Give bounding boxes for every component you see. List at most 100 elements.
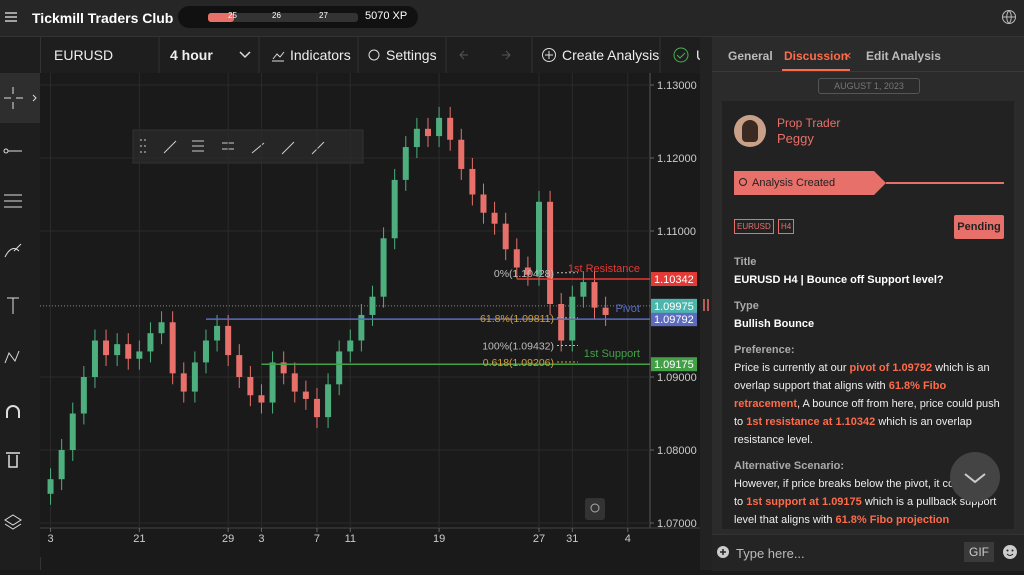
candle-body — [225, 325, 232, 356]
candle-body — [247, 377, 254, 396]
candle-body — [302, 391, 309, 399]
candle-body — [491, 212, 498, 224]
indicators-button[interactable]: Indicators — [290, 47, 351, 63]
candle-body — [114, 344, 121, 356]
fib-label: 100%(1.09432) — [482, 340, 554, 352]
y-tick-label: 1.09000 — [657, 372, 697, 384]
candle-body — [325, 384, 332, 418]
close-tab[interactable]: × — [844, 48, 852, 63]
text-segment: , A bounce off from here, price could pu… — [734, 398, 1000, 428]
level-name: 1st Resistance — [568, 263, 640, 275]
field-value: Bullish Bounce — [734, 318, 815, 330]
splitter[interactable] — [700, 37, 712, 570]
price-badge-label: 1.09175 — [654, 359, 694, 371]
level: 26 — [272, 11, 281, 20]
tag: H4 — [778, 219, 795, 234]
candle-body — [558, 304, 565, 341]
date-chip: AUGUST 1, 2023 — [818, 78, 920, 94]
avatar — [734, 115, 766, 147]
candle-body — [191, 362, 198, 392]
fib-label: 0.618(1.09206) — [483, 357, 554, 369]
price-badge — [651, 272, 697, 287]
candle-body — [347, 340, 354, 352]
x-tick-label: 11 — [345, 533, 356, 545]
app-title: Tickmill Traders Club — [32, 10, 174, 26]
candle-body — [591, 282, 598, 308]
candle-body — [80, 377, 87, 414]
text-segment: which is an overlap support that aligns … — [734, 362, 990, 392]
highlight: pivot of 1.09792 — [849, 362, 933, 374]
menu-icon[interactable] — [4, 10, 18, 24]
candle-body — [380, 238, 387, 297]
symbol[interactable]: EURUSD — [54, 47, 114, 63]
tab-active[interactable]: Discussion — [784, 49, 849, 63]
highlight: 61.8% Fibo projection — [835, 514, 950, 526]
price-badge — [651, 298, 697, 313]
candle-body — [258, 395, 265, 403]
field-value: EURUSD H4 | Bounce off Support level? — [734, 274, 944, 286]
user-role: Prop Trader — [777, 116, 841, 130]
candle-body — [125, 344, 132, 359]
side-panel: General Discussion × Edit Analysis AUGUS… — [712, 37, 1024, 571]
gif-button[interactable]: GIF — [964, 542, 994, 562]
candle-body — [391, 179, 398, 239]
y-tick-label: 1.13000 — [657, 80, 697, 92]
top-bar: Tickmill Traders Club 25 26 27 5070 XP — [0, 0, 1024, 37]
timeframe[interactable]: 4 hour — [170, 47, 213, 63]
tool-sidebar — [0, 37, 41, 570]
candle-body — [58, 450, 65, 480]
section-label: Preference: — [734, 344, 795, 356]
section-text: However, if price breaks below the pivot… — [734, 475, 1004, 529]
candle-body — [469, 168, 476, 195]
candle-body — [214, 325, 221, 341]
candle-body — [91, 340, 98, 377]
globe-icon[interactable] — [1001, 9, 1017, 25]
user-name: Peggy — [777, 131, 814, 146]
create-analysis-button[interactable]: Create Analysis — [562, 47, 660, 63]
hint-button[interactable] — [585, 498, 605, 520]
x-tick-label: 3 — [47, 533, 53, 545]
event-label: Analysis Created — [752, 177, 836, 189]
candle-body — [236, 355, 243, 377]
candle-body — [358, 314, 365, 341]
y-tick-label: 1.07000 — [657, 518, 697, 530]
status: Pending — [954, 215, 1004, 239]
price-badge-label: 1.09792 — [654, 314, 694, 326]
highlight: 1st resistance at 1.10342 — [746, 416, 876, 428]
tab[interactable]: Edit Analysis — [866, 49, 941, 63]
candle-body — [513, 249, 520, 268]
x-tick-label: 3 — [258, 533, 264, 545]
chat-input[interactable]: Type here... GIF — [712, 534, 1024, 571]
tab[interactable]: General — [728, 49, 773, 63]
text-segment: which is a pullback support level that a… — [734, 496, 997, 526]
candle-body — [291, 373, 298, 392]
candle-body — [602, 307, 609, 315]
highlight: 61.8% Fibo retracement — [734, 380, 947, 410]
price-badge-label: 1.09975 — [654, 301, 694, 313]
scroll-button[interactable] — [950, 452, 1000, 502]
candle-body — [280, 362, 287, 374]
settings-button[interactable]: Settings — [386, 47, 437, 63]
candle-body — [402, 147, 409, 180]
candle-body — [369, 296, 376, 315]
x-tick-label: 19 — [433, 533, 445, 545]
candle-body — [136, 351, 143, 359]
x-tick-label: 27 — [533, 533, 545, 545]
candle-body — [547, 201, 554, 304]
fib-label: 0%(1.10428) — [494, 268, 554, 280]
y-tick-label: 1.08000 — [657, 445, 697, 457]
candle-body — [69, 413, 76, 450]
x-tick-label: 7 — [314, 533, 320, 545]
candle-body — [47, 479, 54, 494]
candle-body — [436, 117, 443, 137]
candle-body — [147, 333, 154, 352]
text-segment: which is an overlap resistance level. — [734, 416, 972, 446]
price-chart: 1.13000 1.12000 1.11000 1.09000 1.08000 1.070… — [40, 73, 710, 557]
price-badge-label: 1.10342 — [654, 274, 694, 286]
level-name: 1st Support — [584, 348, 640, 360]
section-text: Price is currently at our pivot of 1.097… — [734, 359, 1004, 449]
x-tick-label: 21 — [133, 533, 145, 545]
candle-body — [413, 128, 420, 148]
field-label: Type — [734, 300, 759, 312]
